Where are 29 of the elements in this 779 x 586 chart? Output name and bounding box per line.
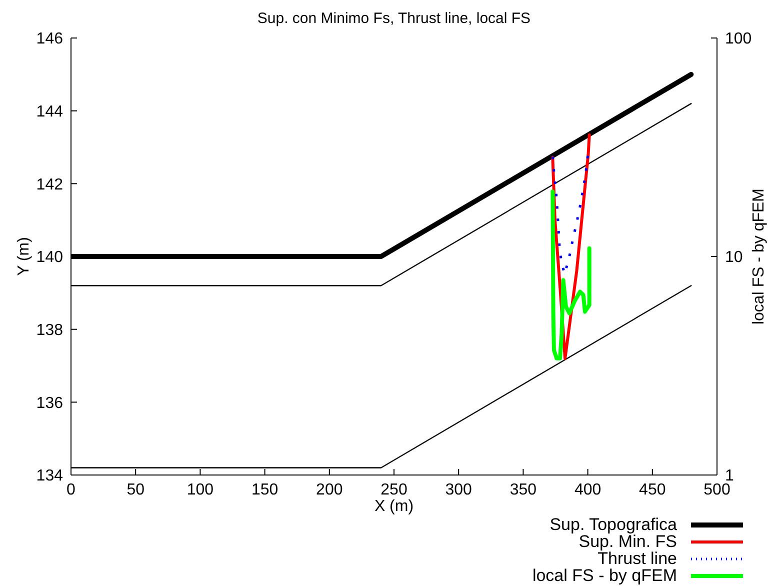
x-tick-label: 0	[66, 481, 76, 498]
chart-title: Sup. con Minimo Fs, Thrust line, local FS	[256, 10, 532, 27]
y2-tick-label: 10	[725, 249, 743, 266]
y-tick-label: 144	[36, 104, 64, 121]
x-tick-label: 100	[186, 481, 214, 498]
x-tick-label: 200	[316, 481, 343, 498]
x-tick-label: 350	[510, 481, 537, 498]
line-series	[550, 190, 592, 360]
y-tick-label: 134	[36, 468, 64, 485]
x-tick-label: 300	[445, 481, 472, 498]
legend-label: Sup. Topografica	[550, 515, 677, 534]
y-tick-label: 136	[36, 394, 64, 412]
y-tick-label: 138	[36, 322, 64, 340]
y-tick-label: 142	[36, 176, 64, 194]
y-axis-title: Y (m)	[16, 237, 33, 276]
x-tick-label: 400	[574, 481, 602, 498]
legend-label: local FS - by qFEM	[532, 566, 677, 585]
x-tick-label: 450	[639, 481, 666, 498]
legend-label: Thrust line	[598, 549, 677, 568]
x-tick-label: 50	[126, 481, 145, 498]
y-tick-label: 140	[36, 249, 64, 266]
x-tick-label: 150	[251, 481, 278, 498]
y2-tick-label: 100	[725, 30, 752, 48]
x-tick-label: 250	[380, 481, 408, 498]
x-tick-label: 500	[704, 481, 730, 498]
x-axis-title: X (m)	[373, 498, 415, 516]
legend-label: Sup. Min. FS	[578, 532, 677, 551]
y2-axis-title: local FS - by qFEM	[750, 188, 768, 325]
y-tick-label: 146	[36, 30, 64, 48]
